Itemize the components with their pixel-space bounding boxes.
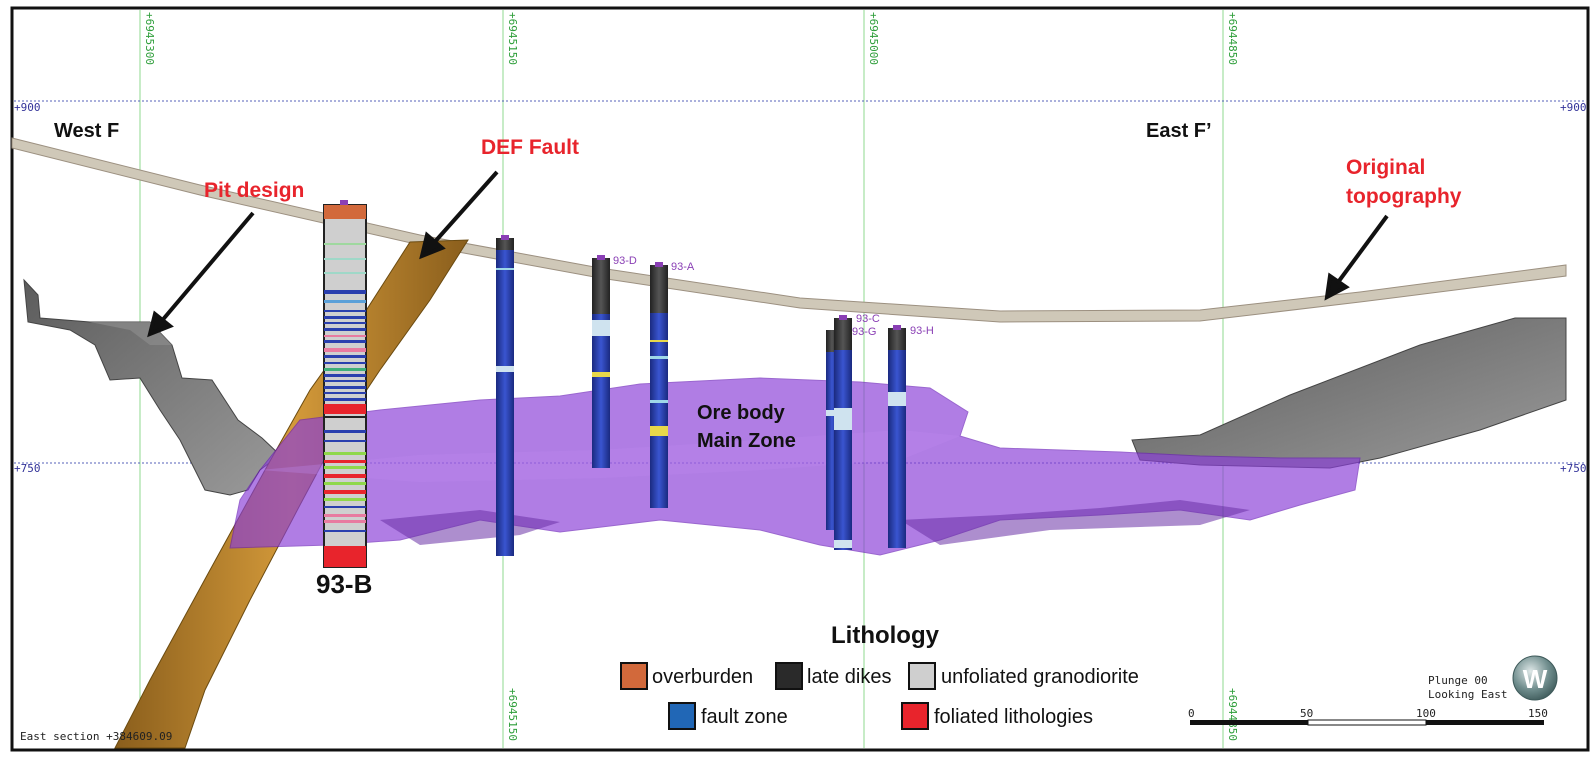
scale-bar: 0 50 100 150 xyxy=(1188,707,1548,726)
original-topography-callout-line2: topography xyxy=(1346,185,1462,208)
legend-label-foliated-lithologies: foliated lithologies xyxy=(934,706,1093,728)
orebody-label-line2: Main Zone xyxy=(697,430,796,452)
compass-letter: W xyxy=(1523,664,1548,694)
drillhole-93h xyxy=(888,325,906,548)
legend-swatch-foliated-lithologies xyxy=(901,702,929,730)
northing-label-4: +6944850 xyxy=(1226,12,1239,65)
view-looking: Looking East xyxy=(1428,688,1507,701)
pit-design-callout: Pit design xyxy=(204,179,304,202)
legend-swatch-unfoliated-granodiorite xyxy=(908,662,936,690)
west-section-label: West F xyxy=(54,120,119,142)
drillhole-93b-log xyxy=(323,200,367,568)
drillhole-93g-label: 93-G xyxy=(852,326,876,338)
legend-swatch-fault-zone xyxy=(668,702,696,730)
scale-tick-100: 100 xyxy=(1416,707,1436,720)
lithology-legend: Lithology overburden late dikes unfoliat… xyxy=(620,622,1139,730)
arrow-topography xyxy=(1334,214,1389,287)
callout-arrows xyxy=(147,170,1389,338)
drillhole-93h-label: 93-H xyxy=(910,325,934,337)
section-position-text: East section +384609.09 xyxy=(20,730,172,743)
scale-tick-150: 150 xyxy=(1528,707,1548,720)
original-topography-callout-line1: Original xyxy=(1346,156,1425,179)
elevation-label-right-900: +900 xyxy=(1560,101,1587,114)
northing-label-bottom-2: +6945150 xyxy=(506,688,519,741)
legend-title: Lithology xyxy=(831,622,940,649)
elevation-label-left-900: +900 xyxy=(14,101,41,114)
northing-label-2: +6945150 xyxy=(506,12,519,65)
legend-swatch-overburden xyxy=(620,662,648,690)
scale-tick-50: 50 xyxy=(1300,707,1313,720)
orebody-label-line1: Ore body xyxy=(697,402,786,424)
drillhole-93c-label: 93-C xyxy=(856,313,880,325)
scale-tick-0: 0 xyxy=(1188,707,1195,720)
arrow-pit-design-head xyxy=(147,310,174,338)
legend-label-late-dikes: late dikes xyxy=(807,666,892,688)
drillhole-93d xyxy=(592,255,610,468)
arrow-def-fault xyxy=(430,170,499,247)
drillhole-93a xyxy=(650,262,668,508)
arrow-topography-head xyxy=(1324,272,1350,301)
legend-label-overburden: overburden xyxy=(652,666,753,688)
drillhole-93b-label: 93-B xyxy=(316,569,372,599)
legend-swatch-late-dikes xyxy=(775,662,803,690)
compass-icon: W xyxy=(1512,655,1558,701)
legend-label-fault-zone: fault zone xyxy=(701,706,788,728)
northing-label-3: +6945000 xyxy=(867,12,880,65)
elevation-label-left-750: +750 xyxy=(14,462,41,475)
arrow-pit-design xyxy=(158,211,255,325)
legend-label-unfoliated-granodiorite: unfoliated granodiorite xyxy=(941,666,1139,688)
drillhole-93d-label: 93-D xyxy=(613,255,637,267)
drillhole-west-blue xyxy=(496,235,514,556)
east-section-label: East F’ xyxy=(1146,120,1212,142)
view-plunge: Plunge 00 xyxy=(1428,674,1488,687)
def-fault-callout: DEF Fault xyxy=(481,136,579,159)
frame xyxy=(10,6,1590,752)
drillhole-93a-label: 93-A xyxy=(671,261,695,273)
northing-label-1: +6945300 xyxy=(143,12,156,65)
drillhole-93c xyxy=(834,315,852,550)
northing-label-bottom-4: +6944850 xyxy=(1226,688,1239,741)
elevation-label-right-750: +750 xyxy=(1560,462,1587,475)
arrow-def-fault-head xyxy=(419,231,446,260)
